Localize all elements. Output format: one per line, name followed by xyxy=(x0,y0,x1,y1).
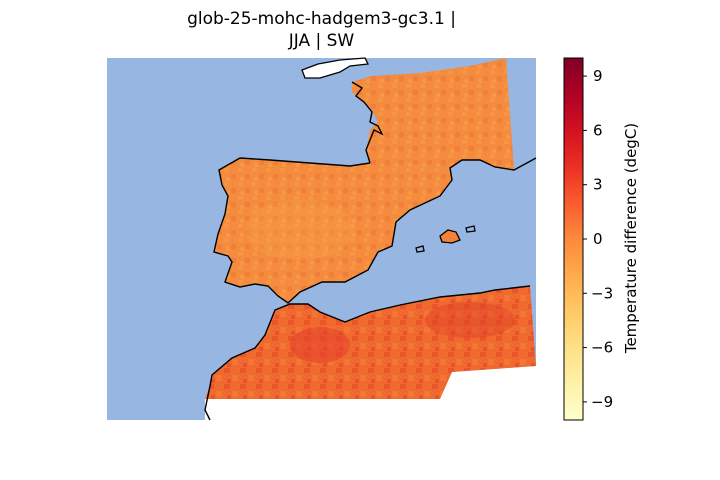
colorbar-tick-label: −6 xyxy=(591,339,613,357)
land-england-tip xyxy=(301,57,369,79)
land-minorca xyxy=(465,225,476,233)
colorbar xyxy=(563,57,584,421)
colorbar-tick-label: 6 xyxy=(593,121,603,139)
colorbar-tick-label: 3 xyxy=(593,176,603,194)
colorbar-tick-label: 0 xyxy=(593,230,603,248)
coastline-iberia xyxy=(213,157,537,304)
coastline-france xyxy=(351,81,384,164)
land-mallorca xyxy=(439,229,461,244)
land-france xyxy=(352,58,514,170)
colorbar-tick-label: −9 xyxy=(591,393,613,411)
land-north-africa xyxy=(205,286,536,399)
colorbar-label: Temperature difference (degC) xyxy=(622,122,640,354)
colorbar-ticks: 9 6 3 0 −3 −6 −9 xyxy=(583,67,613,411)
map-title-line2: JJA | SW xyxy=(288,31,355,51)
hot-spot-morocco xyxy=(290,327,350,363)
map-title-line1: glob-25-mohc-hadgem3-gc3.1 | xyxy=(187,9,456,29)
cool-spot-iberia xyxy=(245,200,355,260)
no-data-area xyxy=(205,366,536,420)
coastline-africa xyxy=(204,285,531,421)
map-title: glob-25-mohc-hadgem3-gc3.1 | JJA | SW xyxy=(107,8,536,52)
colorbar-tick-label: 9 xyxy=(593,67,603,85)
land-ibiza xyxy=(415,245,425,253)
colorbar-tick-label: −3 xyxy=(591,284,613,302)
land-iberia xyxy=(214,158,452,303)
hot-spot-algeria xyxy=(425,302,515,338)
